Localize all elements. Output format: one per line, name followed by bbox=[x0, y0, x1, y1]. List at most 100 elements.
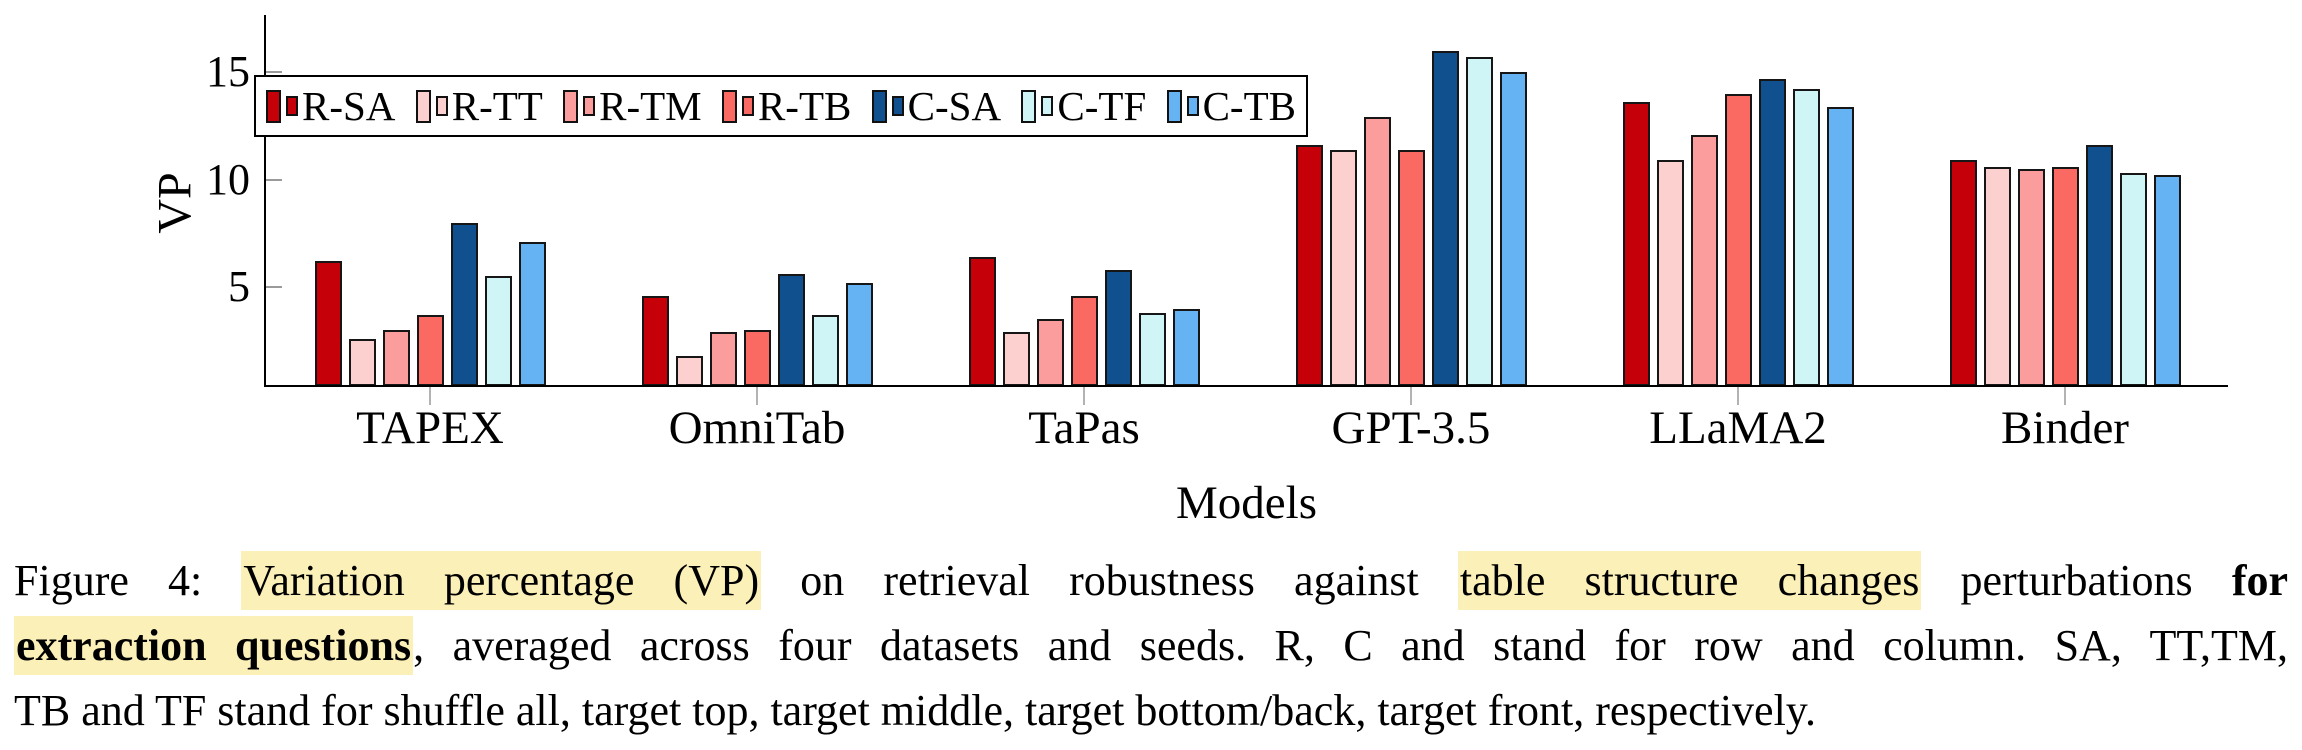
bar-r-tb-5 bbox=[2051, 166, 2079, 386]
x-axis-label: Models bbox=[1176, 477, 1317, 529]
legend-label: R-TM bbox=[599, 82, 702, 129]
bar-c-sa-4 bbox=[1758, 78, 1786, 386]
legend-label: R-TT bbox=[451, 82, 543, 129]
legend-entry-c-tb: C-TB bbox=[1166, 82, 1296, 129]
legend-entry-c-tf: C-TF bbox=[1021, 82, 1147, 129]
bar-r-tm-1 bbox=[709, 332, 737, 386]
bar-r-tb-1 bbox=[743, 330, 771, 386]
caption-text: for bbox=[2231, 556, 2288, 605]
legend-swatch-icon bbox=[435, 96, 448, 116]
legend-label: R-SA bbox=[302, 82, 396, 129]
bar-r-sa-1 bbox=[641, 295, 669, 386]
legend-entry-r-tb: R-TB bbox=[721, 85, 851, 127]
legend-entry-r-sa: R-SA bbox=[266, 82, 396, 129]
bar-r-sa-0 bbox=[314, 261, 342, 386]
bar-r-sa-4 bbox=[1622, 102, 1650, 386]
caption-highlight-text: extraction questions bbox=[14, 616, 414, 675]
legend-swatch-icon bbox=[871, 89, 887, 123]
bar-r-tt-3 bbox=[1329, 149, 1357, 386]
legend-swatch-icon bbox=[583, 96, 596, 116]
legend-label: C-SA bbox=[907, 82, 1002, 129]
bar-c-tf-4 bbox=[1792, 89, 1820, 386]
bar-c-tb-2 bbox=[1172, 308, 1200, 386]
category-label: Binder bbox=[2001, 402, 2129, 454]
y-tick-label: 10 bbox=[206, 154, 250, 204]
bar-c-tb-4 bbox=[1826, 106, 1854, 386]
bar-r-tm-5 bbox=[2017, 168, 2045, 386]
caption-highlight-text: table structure changes bbox=[1457, 551, 1922, 610]
legend-swatch-icon bbox=[266, 89, 281, 123]
legend-label: C-TF bbox=[1057, 82, 1147, 129]
caption-highlight-text: Variation percentage (VP) bbox=[241, 551, 762, 610]
bar-r-tb-3 bbox=[1397, 149, 1425, 386]
bar-r-tt-2 bbox=[1002, 332, 1030, 386]
caption-line-2: extraction questions, averaged across fo… bbox=[14, 613, 2288, 678]
legend-swatch-icon bbox=[563, 89, 579, 123]
bar-c-sa-2 bbox=[1104, 269, 1132, 386]
y-axis-line bbox=[264, 15, 266, 387]
x-tick-mark bbox=[1410, 385, 1412, 405]
legend-swatch-icon bbox=[1021, 89, 1037, 123]
category-label: TaPas bbox=[1028, 402, 1140, 454]
figure-caption: Figure 4: Variation percentage (VP) on r… bbox=[14, 548, 2288, 743]
caption-text: Figure 4: bbox=[14, 556, 242, 605]
bar-c-sa-5 bbox=[2085, 145, 2113, 386]
legend-swatch-icon bbox=[891, 96, 904, 116]
legend-swatch-icon bbox=[1186, 96, 1199, 116]
legend-swatch-icon bbox=[415, 89, 431, 123]
caption-text: perturbations bbox=[1921, 556, 2232, 605]
bar-r-tb-4 bbox=[1724, 93, 1752, 386]
x-tick-mark bbox=[756, 385, 758, 405]
bar-c-tb-5 bbox=[2153, 175, 2181, 386]
legend-swatch-icon bbox=[721, 89, 737, 123]
y-tick-label: 5 bbox=[228, 262, 250, 312]
legend-swatch-icon bbox=[741, 96, 754, 116]
legend-swatch-icon bbox=[1041, 96, 1054, 116]
bar-r-tm-3 bbox=[1363, 117, 1391, 386]
caption-text: , averaged across four datasets and seed… bbox=[413, 621, 2288, 670]
bar-r-sa-5 bbox=[1949, 160, 1977, 386]
bar-r-sa-2 bbox=[968, 257, 996, 386]
caption-line-3: TB and TF stand for shuffle all, target … bbox=[14, 678, 2288, 743]
bar-c-tf-0 bbox=[484, 276, 512, 386]
y-tick-mark bbox=[265, 71, 282, 74]
bar-c-tf-1 bbox=[811, 315, 839, 386]
y-tick-mark bbox=[265, 178, 282, 181]
y-tick-mark bbox=[265, 286, 282, 289]
bar-c-tf-5 bbox=[2119, 173, 2147, 386]
bar-r-tt-5 bbox=[1983, 166, 2011, 386]
bar-c-tb-1 bbox=[845, 282, 873, 386]
category-label: TAPEX bbox=[356, 402, 504, 454]
bar-r-tt-1 bbox=[675, 355, 703, 386]
bar-r-tt-0 bbox=[348, 338, 376, 386]
x-axis-line bbox=[264, 385, 2228, 387]
bar-r-sa-3 bbox=[1295, 145, 1323, 386]
bar-c-tb-0 bbox=[518, 242, 546, 386]
legend-swatch-icon bbox=[1166, 89, 1182, 123]
caption-line-1: Figure 4: Variation percentage (VP) on r… bbox=[14, 548, 2288, 613]
bar-c-sa-0 bbox=[450, 222, 478, 386]
bar-r-tb-2 bbox=[1070, 295, 1098, 386]
bar-c-tf-2 bbox=[1138, 312, 1166, 386]
bar-r-tm-4 bbox=[1690, 134, 1718, 386]
bar-c-tf-3 bbox=[1465, 57, 1493, 386]
legend-entry-r-tt: R-TT bbox=[415, 82, 543, 129]
legend: R-SA R-TT R-TM R-TB C-SA C-TF C-TB bbox=[254, 75, 1308, 137]
y-tick-label: 15 bbox=[206, 47, 250, 97]
category-label: OmniTab bbox=[668, 402, 846, 454]
legend-entry-r-tm: R-TM bbox=[563, 82, 702, 129]
x-tick-mark bbox=[1737, 385, 1739, 405]
caption-text: TB and TF stand for shuffle all, target … bbox=[14, 686, 1816, 735]
bar-r-tt-4 bbox=[1656, 160, 1684, 386]
category-label: LLaMA2 bbox=[1649, 402, 1827, 454]
legend-entry-c-sa: C-SA bbox=[871, 82, 1002, 129]
bar-c-sa-3 bbox=[1431, 50, 1459, 386]
bar-c-sa-1 bbox=[777, 274, 805, 386]
legend-label: C-TB bbox=[1202, 82, 1296, 129]
y-axis-label: VP bbox=[148, 172, 202, 234]
caption-text: on retrieval robustness against bbox=[761, 556, 1458, 605]
bar-r-tm-2 bbox=[1036, 319, 1064, 386]
x-tick-mark bbox=[2064, 385, 2066, 405]
bar-c-tb-3 bbox=[1499, 72, 1527, 386]
